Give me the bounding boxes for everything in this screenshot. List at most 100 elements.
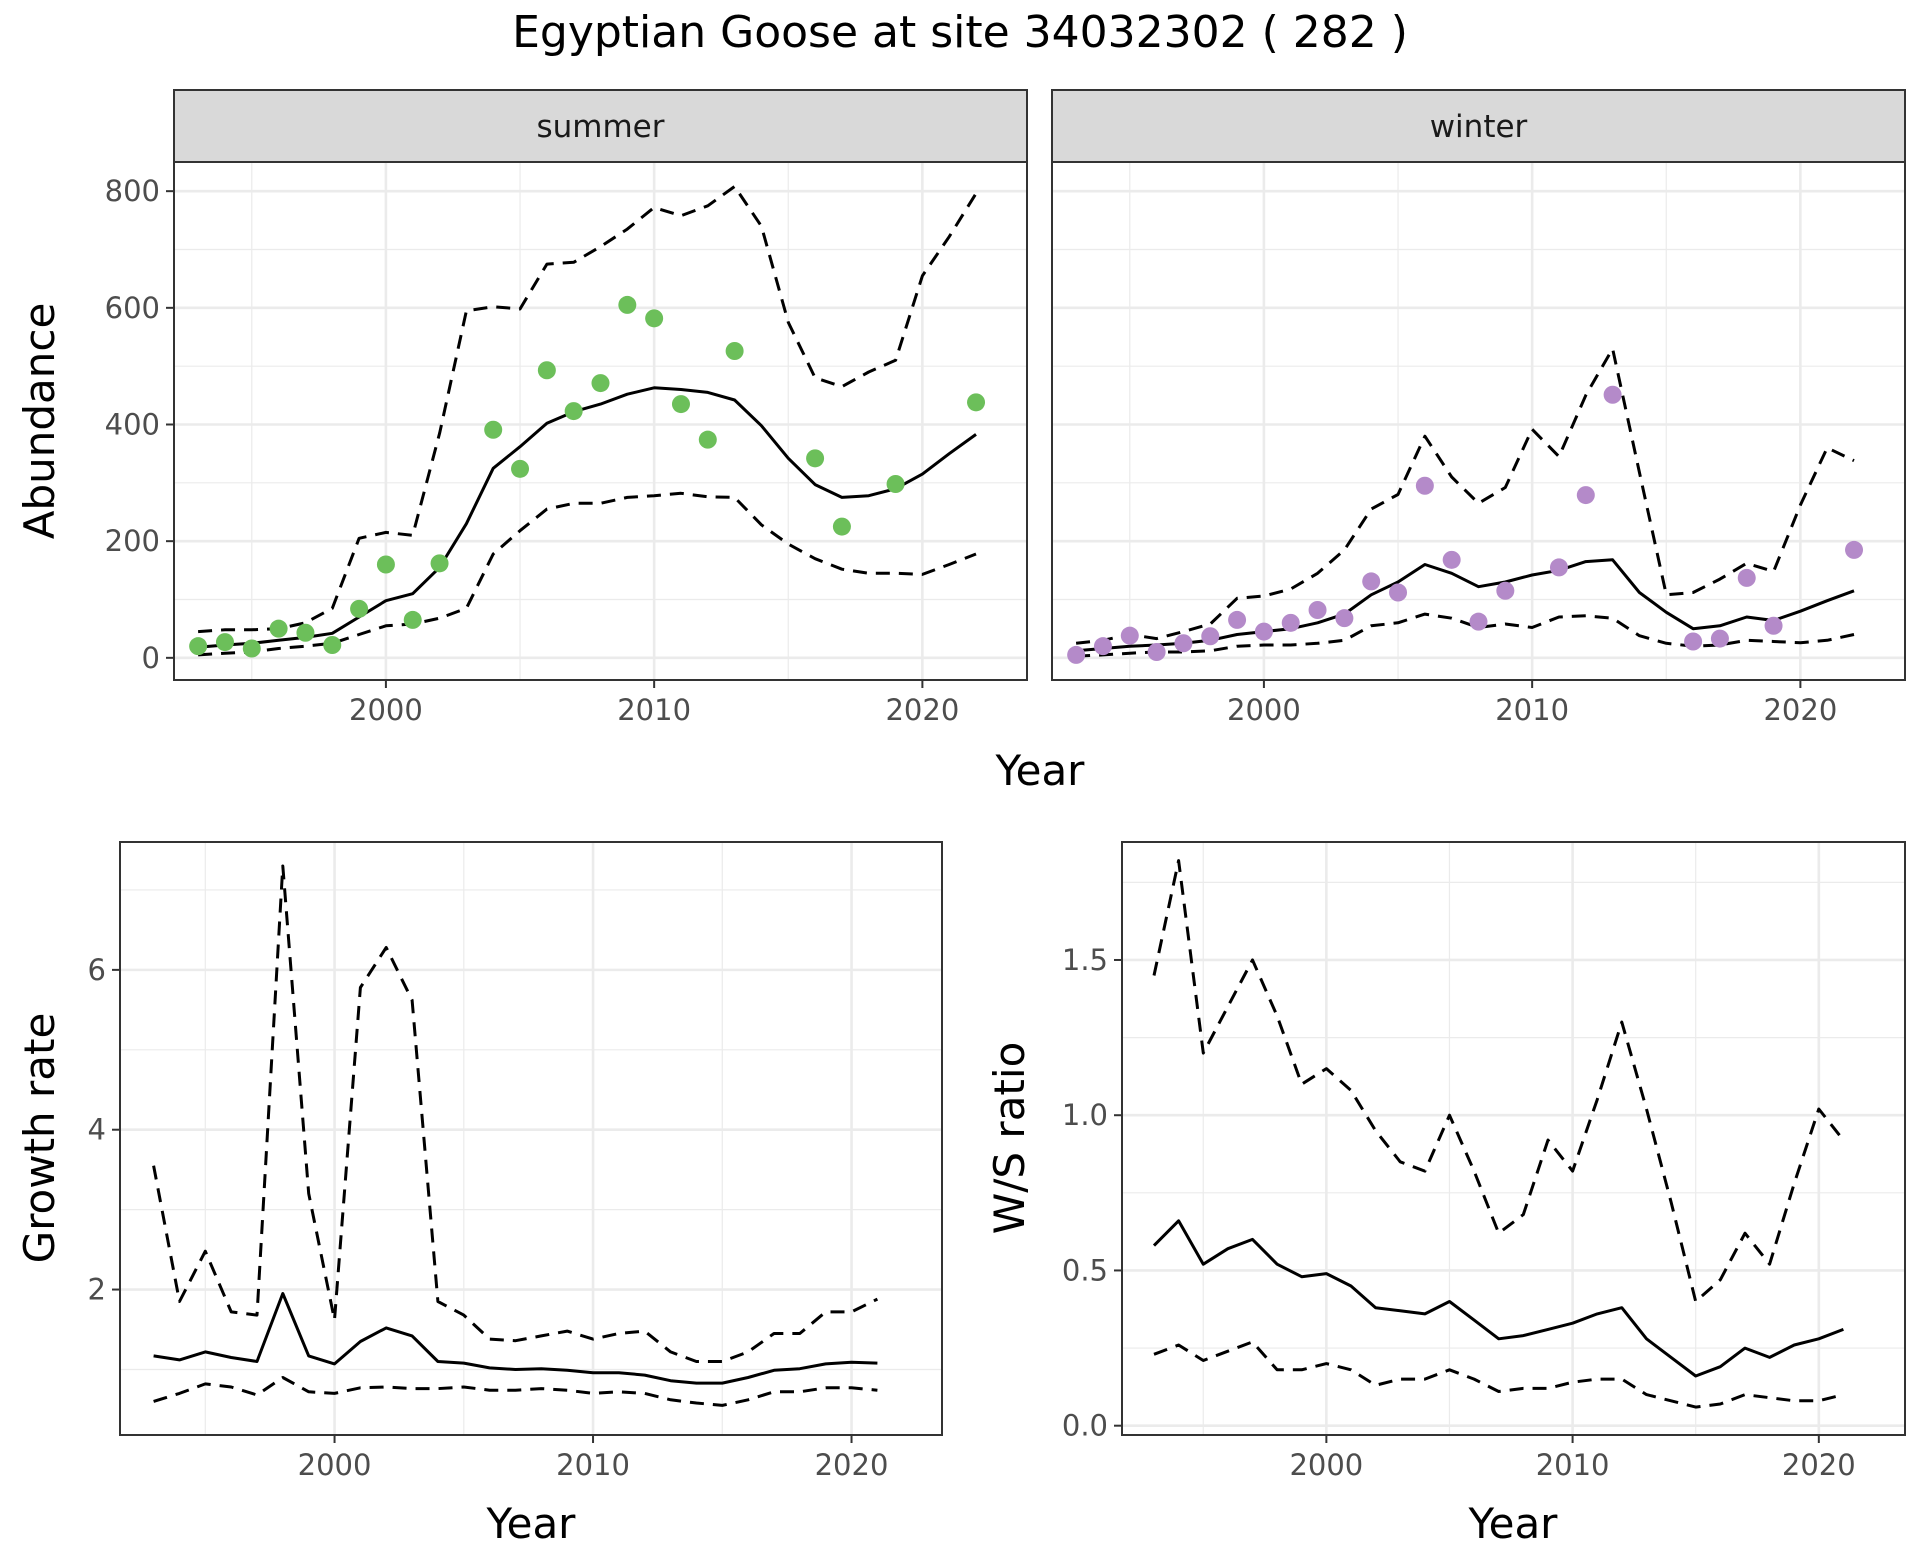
abundance-summer-point bbox=[403, 610, 422, 629]
abundance-winter-point bbox=[1684, 632, 1703, 651]
abundance-winter-point bbox=[1576, 486, 1595, 505]
abundance-summer-point bbox=[323, 636, 342, 654]
abundance-summer-point bbox=[806, 449, 825, 468]
growth-x-tick-label: 2010 bbox=[556, 1448, 630, 1482]
abundance-summer-plot-background bbox=[174, 162, 1027, 680]
abundance-summer-point bbox=[189, 637, 208, 656]
ws-ratio-lower-ci-line bbox=[1153, 1340, 1844, 1409]
abundance-winter-strip bbox=[1051, 89, 1906, 163]
abundance-summer-point bbox=[484, 420, 503, 439]
abundance-summer-x-tick-label: 2000 bbox=[349, 693, 423, 727]
abundance-summer-point bbox=[698, 430, 717, 449]
abundance-winter-point bbox=[1362, 572, 1381, 591]
abundance-summer-point bbox=[296, 623, 315, 642]
figure-title: Egyptian Goose at site 34032302 ( 282 ) bbox=[512, 7, 1408, 58]
abundance-winter-point bbox=[1389, 583, 1408, 602]
abundance-summer-point bbox=[215, 633, 234, 652]
growth-plot-background bbox=[120, 842, 942, 1435]
abundance-summer-y-tick-label: 600 bbox=[105, 291, 160, 325]
ws-ratio-fit-line bbox=[1152, 1219, 1844, 1378]
growth-x-tick-label: 2000 bbox=[298, 1448, 372, 1482]
ws-ratio-y-axis-label: W/S ratio bbox=[985, 1042, 1034, 1235]
abundance-summer-point bbox=[967, 393, 986, 412]
ws-ratio-x-tick-label: 2020 bbox=[1782, 1448, 1856, 1482]
abundance-summer-upper-ci-line bbox=[197, 185, 978, 634]
abundance-winter-point bbox=[1308, 601, 1327, 619]
growth-panel-border bbox=[119, 841, 943, 1436]
growth-x-tick-label: 2020 bbox=[815, 1448, 889, 1482]
abundance-winter-point bbox=[1174, 634, 1193, 653]
abundance-summer-point bbox=[671, 395, 690, 414]
abundance-winter-point bbox=[1415, 476, 1434, 495]
abundance-winter-lower-ci-line bbox=[1076, 612, 1855, 658]
ws-ratio-x-tick-label: 2010 bbox=[1536, 1448, 1610, 1482]
abundance-winter-point bbox=[1496, 581, 1515, 600]
abundance-summer-point bbox=[376, 555, 395, 574]
ws-ratio-y-tick-label: 1.0 bbox=[1062, 1098, 1108, 1132]
ws-ratio-y-tick-label: 0.0 bbox=[1062, 1409, 1108, 1443]
abundance-winter-point bbox=[1067, 645, 1086, 664]
abundance-x-axis-label: Year bbox=[995, 746, 1086, 795]
abundance-summer-point bbox=[430, 554, 449, 573]
abundance-summer-y-tick-label: 800 bbox=[105, 174, 160, 208]
abundance-summer-point bbox=[832, 517, 851, 536]
abundance-winter-point bbox=[1093, 637, 1112, 656]
abundance-winter-point bbox=[1469, 612, 1488, 631]
abundance-summer-strip bbox=[173, 89, 1028, 163]
abundance-y-axis-label: Abundance bbox=[15, 303, 64, 540]
abundance-summer-y-tick-label: 0 bbox=[142, 641, 160, 675]
abundance-summer-point bbox=[591, 374, 610, 393]
abundance-winter-point bbox=[1603, 385, 1622, 404]
growth-y-tick-label: 6 bbox=[88, 953, 106, 987]
growth-panel: 2000 2010 2020 2 4 6 bbox=[88, 841, 943, 1482]
abundance-summer-point bbox=[511, 459, 530, 478]
abundance-winter-point bbox=[1845, 540, 1864, 559]
growth-fit-line bbox=[153, 1292, 878, 1385]
abundance-summer-y-tick-label: 400 bbox=[105, 408, 160, 442]
ws-ratio-y-tick-label: 1.5 bbox=[1062, 943, 1108, 977]
abundance-winter-point bbox=[1442, 550, 1461, 569]
abundance-summer-panel: 2000 2010 2020 0 200 400 600 800 bbox=[105, 161, 1028, 727]
abundance-summer-y-tick-label: 200 bbox=[105, 524, 160, 558]
abundance-winter-point bbox=[1147, 643, 1166, 661]
abundance-winter-panel: 2000 2010 2020 bbox=[1051, 161, 1906, 727]
abundance-summer-point bbox=[645, 309, 664, 328]
abundance-summer-panel-border bbox=[173, 161, 1028, 681]
abundance-winter-point bbox=[1764, 616, 1783, 635]
ws-ratio-panel: 2000 2010 2020 0.0 0.5 1.0 1.5 bbox=[1062, 841, 1906, 1482]
abundance-winter-point bbox=[1254, 622, 1273, 641]
abundance-summer-x-tick-label: 2020 bbox=[885, 693, 959, 727]
chart-root: summer 2000 2010 2020 0 200 400 600 800 winter 200… bbox=[15, 89, 1906, 1548]
growth-y-tick-label: 2 bbox=[88, 1273, 106, 1307]
ws-ratio-y-tick-label: 0.5 bbox=[1062, 1253, 1108, 1287]
abundance-summer-x-tick-label: 2010 bbox=[617, 693, 691, 727]
growth-y-tick-label: 4 bbox=[88, 1113, 106, 1147]
abundance-summer-strip-label: summer bbox=[536, 109, 664, 145]
growth-upper-ci-line bbox=[152, 864, 879, 1363]
abundance-winter-point bbox=[1201, 627, 1220, 646]
abundance-summer-fit-line bbox=[197, 386, 977, 649]
abundance-winter-point bbox=[1281, 613, 1300, 632]
ws-ratio-x-axis-label: Year bbox=[1468, 1499, 1559, 1548]
abundance-summer-point bbox=[269, 619, 288, 638]
abundance-winter-point bbox=[1120, 626, 1139, 645]
abundance-winter-upper-ci-line bbox=[1075, 347, 1855, 645]
abundance-summer-point bbox=[350, 599, 369, 618]
abundance-winter-x-tick-label: 2020 bbox=[1763, 693, 1837, 727]
abundance-winter-panel-border bbox=[1051, 161, 1906, 681]
growth-x-axis-label: Year bbox=[486, 1499, 577, 1548]
abundance-winter-point bbox=[1737, 568, 1756, 587]
abundance-winter-plot-background bbox=[1052, 162, 1905, 680]
abundance-summer-point bbox=[564, 402, 583, 421]
abundance-winter-point bbox=[1335, 609, 1354, 628]
abundance-summer-point bbox=[725, 342, 744, 360]
abundance-winter-point bbox=[1710, 629, 1729, 648]
abundance-summer-point bbox=[242, 639, 261, 658]
ws-ratio-panel-border bbox=[1121, 841, 1906, 1436]
abundance-summer-point bbox=[886, 475, 905, 493]
abundance-winter-point bbox=[1228, 610, 1247, 629]
abundance-winter-x-tick-label: 2000 bbox=[1227, 693, 1301, 727]
abundance-summer-point bbox=[537, 361, 556, 380]
abundance-winter-point bbox=[1549, 558, 1568, 577]
